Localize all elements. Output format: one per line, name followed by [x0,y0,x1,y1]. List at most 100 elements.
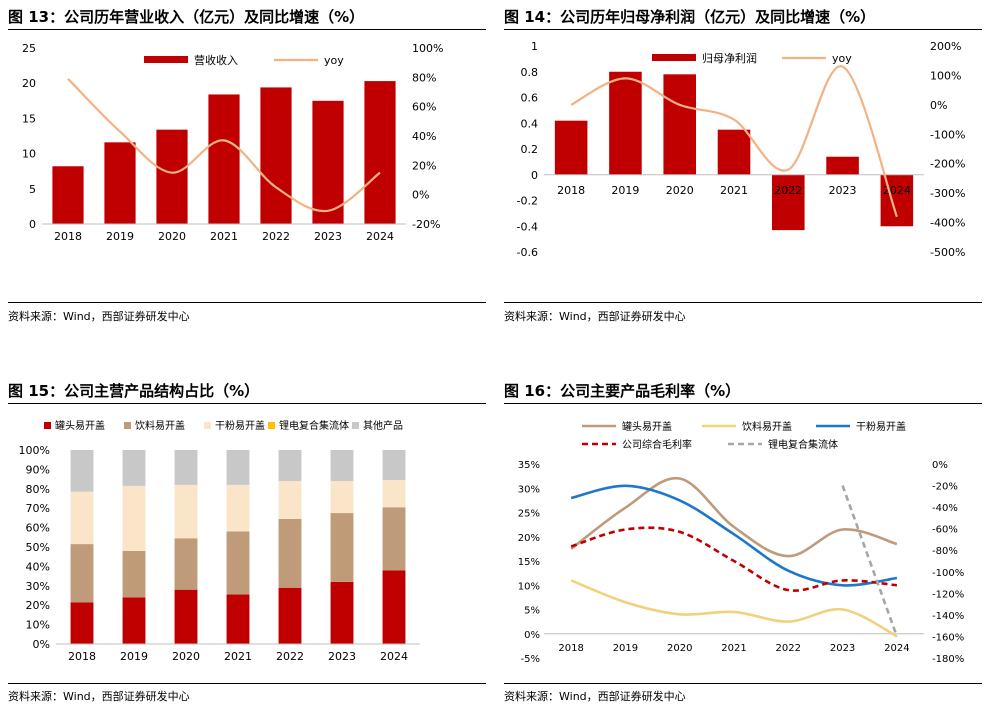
stacked-bar-segment [122,450,146,486]
bar [52,166,84,224]
x-tick-label: 2023 [314,230,342,243]
legend-swatch [652,54,696,61]
chart-source: 资料来源：Wind，西部证券研发中心 [504,690,686,703]
legend-label: 罐头易开盖 [622,420,672,433]
y-left-tick-label: 5% [524,606,540,617]
stacked-bar-segment [382,507,406,571]
bar [772,174,805,231]
bar [663,74,696,175]
chart-source: 资料来源：Wind，西部证券研发中心 [8,310,190,323]
stacked-bar-segment [70,544,94,603]
net-profit-chart: -0.6 -0.4 -0.2 0 0.2 0.4 0.6 0.8 1 -500% -400% -300… [517,40,966,259]
y-right-tick-label: 100% [930,69,961,82]
legend-swatch [44,422,51,429]
series-line-yoy [570,65,898,218]
y-left-tick-label: 15% [518,557,540,568]
title-rule [504,403,982,404]
stacked-bar-segment [278,587,302,644]
y-right-tick-label: 40% [412,130,436,143]
chart-title: 图 15：公司主营产品结构占比（%） [8,382,260,400]
y-left-tick-label: 20% [518,533,540,544]
y-right-tick-label: -300% [930,187,965,200]
y-right-tick-label: 0% [932,460,948,471]
legend-swatch [204,422,211,429]
y-left-tick-label: 0 [531,169,538,182]
stacked-bar-segment [174,589,198,644]
x-tick-label: 2018 [558,643,583,654]
y-right-tick-label: -60% [932,525,958,536]
x-tick-label: 2020 [667,643,692,654]
chart-title: 图 14：公司历年归母净利润（亿元）及同比增速（%） [504,8,876,26]
title-rule [8,403,486,404]
bar [880,174,914,227]
legend-label: 锂电复合集流体 [768,438,838,451]
stacked-bar-segment [70,491,94,545]
x-tick-label: 2023 [829,184,857,197]
y-tick-label: 60% [26,522,50,535]
stacked-bar-segment [330,513,354,582]
bar [609,71,642,175]
y-left-tick-label: 1 [531,40,538,53]
stacked-bar-segment [382,480,406,508]
bar [364,81,396,224]
stacked-bar-segment [278,518,302,588]
stacked-bar-segment [122,485,146,551]
y-left-tick-label: -5% [521,654,540,665]
product-mix-chart: 0% 10% 20% 30% 40% 50% 60% 70% 80% 90% 100% 2018 201… [19,419,420,663]
y-right-tick-label: -160% [932,632,964,643]
y-left-tick-label: 0.2 [521,143,539,156]
x-tick-label: 2024 [366,230,394,243]
y-tick-label: 100% [19,444,50,457]
x-tick-label: 2024 [884,643,909,654]
series-line [570,484,898,587]
y-left-tick-label: -0.6 [517,246,538,259]
y-right-tick-label: -140% [932,611,964,622]
stacked-bar-segment [174,450,198,485]
legend-label: 营收收入 [194,53,238,67]
x-tick-label: 2020 [172,650,200,663]
y-right-tick-label: 0% [930,99,947,112]
stacked-bar-segment [278,450,302,482]
stacked-bar-segment [330,450,354,482]
chart-panel-net-profit: 图 14：公司历年归母净利润（亿元）及同比增速（%） -0.6 -0.4 -0.2 0… [504,6,982,336]
y-tick-label: 40% [26,560,50,573]
stacked-bar-segment [174,484,198,539]
y-right-tick-label: -400% [930,217,965,230]
y-right-tick-label: -100% [932,568,964,579]
bar [717,129,751,175]
y-left-tick-label: 20 [22,77,36,90]
series-line [570,579,898,638]
x-tick-label: 2019 [611,184,639,197]
legend-label: yoy [324,54,344,67]
x-tick-label: 2021 [224,650,252,663]
y-tick-label: 10% [26,619,50,632]
x-tick-label: 2018 [68,650,96,663]
y-left-tick-label: 5 [29,183,36,196]
legend-label: 干粉易开盖 [856,420,906,433]
y-right-tick-label: 200% [930,40,961,53]
y-left-tick-label: 30% [518,484,540,495]
y-left-tick-label: 0.6 [521,92,539,105]
legend-swatch [124,422,131,429]
legend-label: 饮料易开盖 [135,419,185,432]
y-left-tick-label: 0.4 [521,117,539,130]
x-tick-label: 2022 [776,643,801,654]
x-tick-label: 2022 [262,230,290,243]
bar [260,87,292,224]
chart-panel-product-mix: 图 15：公司主营产品结构占比（%） 0% 10% 20% 30% 40% 50% 60% 7… [8,380,486,710]
series-line-yoy [67,78,381,213]
legend-label: 锂电复合集流体 [279,419,349,432]
bar [104,142,136,224]
source-rule [8,302,486,303]
bar [826,156,859,175]
legend-swatch [352,422,359,429]
x-tick-label: 2021 [721,643,746,654]
stacked-bar-segment [226,531,250,595]
x-tick-label: 2021 [720,184,748,197]
stacked-bar-segment [122,597,146,644]
x-tick-label: 2020 [666,184,694,197]
source-rule [8,683,486,684]
y-left-tick-label: 0 [29,218,36,231]
y-right-tick-label: 20% [412,159,436,172]
x-tick-label: 2018 [54,230,82,243]
